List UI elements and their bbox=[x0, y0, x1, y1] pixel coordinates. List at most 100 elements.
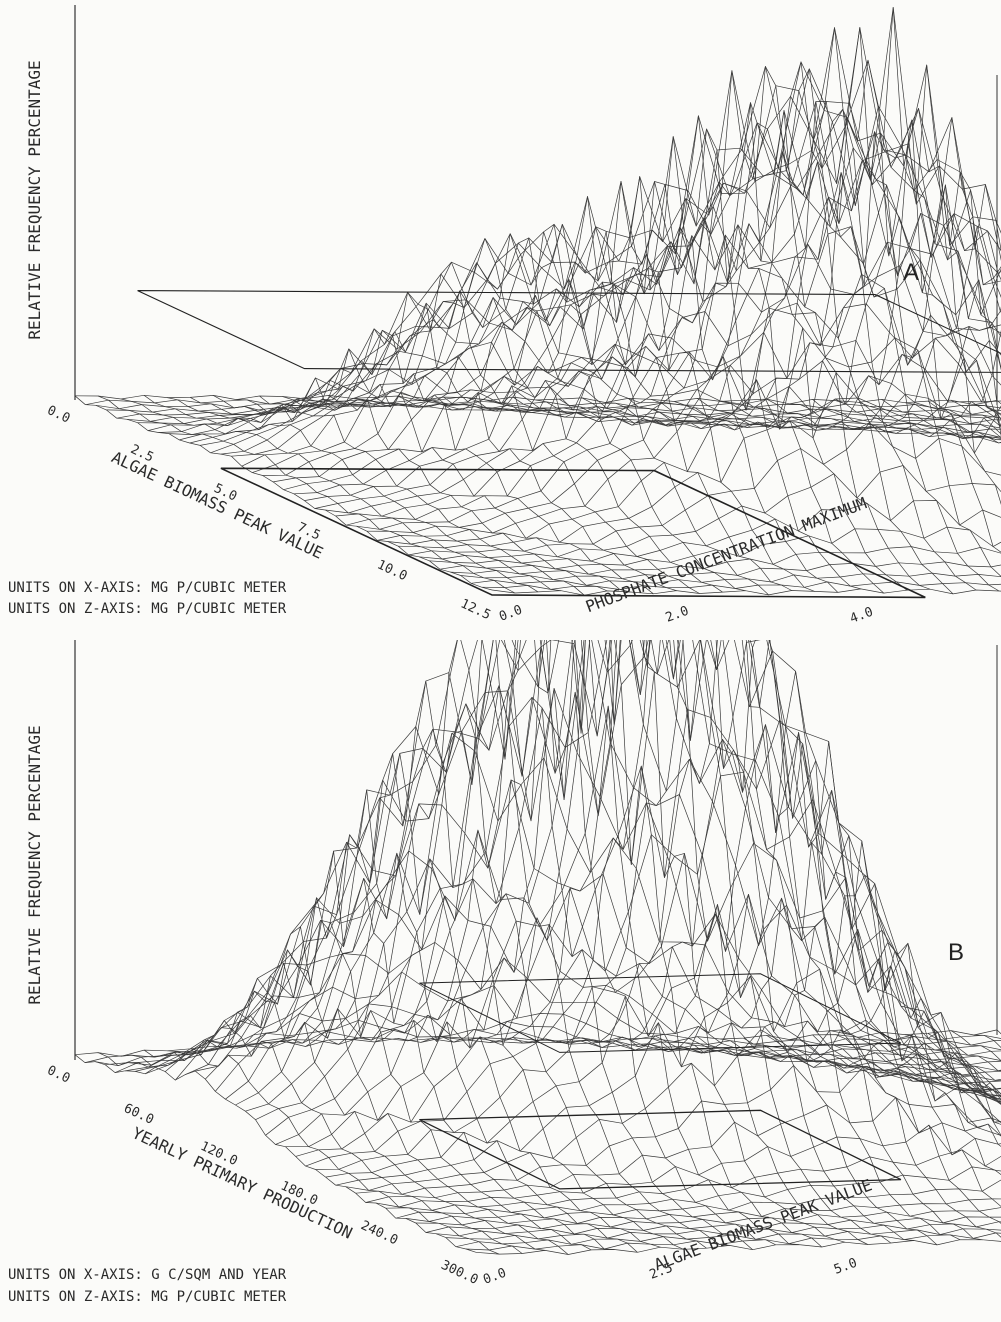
mesh-line-y bbox=[167, 397, 585, 596]
mesh-line-y bbox=[881, 1032, 1001, 1090]
y-tick-label: 4.0 bbox=[848, 605, 875, 627]
mesh-line-y bbox=[236, 329, 654, 595]
mesh-line-y bbox=[351, 640, 753, 1250]
mesh-line-y bbox=[605, 670, 1001, 1238]
mesh-line-x bbox=[460, 561, 1001, 581]
mesh-line-x bbox=[325, 68, 1001, 514]
mesh-line-y bbox=[74, 1054, 477, 1253]
mesh-line-y bbox=[881, 399, 1001, 441]
mesh-line-y bbox=[121, 398, 539, 593]
x-tick-label: 12.5 bbox=[458, 596, 493, 623]
surface-outline-box bbox=[419, 973, 902, 1053]
units-note: UNITS ON X-AXIS: MG P/CUBIC METER bbox=[8, 580, 287, 596]
y-tick-label: 2.0 bbox=[664, 604, 691, 626]
mesh-line-x bbox=[375, 1124, 1001, 1208]
mesh-line-y bbox=[812, 306, 1001, 434]
mesh-line-y bbox=[720, 108, 1001, 429]
mesh-line-x bbox=[179, 319, 1001, 441]
mesh-line-y bbox=[282, 728, 684, 1250]
mesh-line-y bbox=[420, 176, 839, 593]
mesh-line-y bbox=[743, 1010, 1001, 1125]
mesh-line-y bbox=[858, 1036, 1001, 1097]
mesh-line-x bbox=[365, 1097, 1001, 1203]
mesh-line-y bbox=[489, 102, 908, 591]
mesh-line-y bbox=[397, 223, 815, 592]
mesh-line-x bbox=[315, 843, 1001, 1170]
y-tick-label: 0.0 bbox=[497, 603, 524, 625]
mesh-line-y bbox=[720, 965, 1001, 1136]
mesh-line-y bbox=[305, 680, 707, 1249]
mesh-line-y bbox=[927, 400, 1001, 438]
x-axis-title: ALGAE BIOMASS PEAK VALUE bbox=[109, 447, 326, 562]
mesh-line-y bbox=[190, 377, 608, 592]
mesh-line-x bbox=[408, 422, 1001, 556]
mesh-line-y bbox=[651, 789, 1001, 1207]
mesh-line-x bbox=[335, 102, 1001, 517]
mesh-line-x bbox=[435, 1216, 1001, 1237]
mesh-line-y bbox=[535, 640, 938, 1246]
mesh-line-y bbox=[397, 640, 799, 1245]
mesh-line-y bbox=[213, 850, 615, 1250]
mesh-line-y bbox=[259, 753, 661, 1248]
surface-mesh bbox=[74, 640, 1001, 1255]
mesh-line-y bbox=[351, 237, 769, 596]
mesh-line-x bbox=[385, 1149, 1001, 1211]
mesh-line-y bbox=[835, 1034, 1001, 1102]
mesh-line-y bbox=[835, 330, 1001, 438]
mesh-line-y bbox=[651, 27, 1001, 505]
mesh-line-y bbox=[466, 640, 868, 1245]
mesh-line-x bbox=[185, 688, 1001, 1090]
mesh-line-x bbox=[356, 161, 1001, 530]
mesh-line-y bbox=[121, 1027, 523, 1254]
mesh-line-y bbox=[259, 302, 677, 591]
mesh-line-y bbox=[581, 640, 984, 1241]
mesh-line-y bbox=[605, 27, 1001, 577]
mesh-line-x bbox=[225, 640, 1001, 1100]
mesh-line-y bbox=[420, 640, 823, 1248]
y-tick-label: 0.0 bbox=[481, 1266, 508, 1288]
mesh-line-y bbox=[305, 261, 723, 593]
mesh-line-x bbox=[255, 640, 1001, 1121]
mesh-line-y bbox=[143, 990, 546, 1251]
surface-outline-box bbox=[220, 467, 926, 599]
units-note: UNITS ON X-AXIS: G C/SQM AND YEAR bbox=[8, 1267, 287, 1283]
mesh-line-y bbox=[904, 1034, 1001, 1081]
surface-outline-box bbox=[419, 1109, 902, 1190]
mesh-line-y bbox=[143, 395, 562, 592]
mesh-line-x bbox=[235, 640, 1001, 1106]
mesh-line-y bbox=[674, 874, 1001, 1176]
mesh-line-y bbox=[512, 70, 931, 590]
panel-label: B bbox=[948, 939, 964, 966]
mesh-line-x bbox=[275, 640, 1001, 1145]
mesh-line-y bbox=[167, 949, 569, 1255]
mesh-line-y bbox=[466, 128, 885, 594]
mesh-line-y bbox=[697, 928, 1001, 1147]
units-note: UNITS ON Z-AXIS: MG P/CUBIC METER bbox=[8, 601, 287, 617]
mesh-line-y bbox=[674, 6, 1001, 438]
surface-plot-b: 0.060.0120.0180.0240.0300.00.02.55.07.51… bbox=[8, 640, 1001, 1305]
mesh-line-x bbox=[314, 59, 1001, 509]
mesh-line-y bbox=[74, 395, 493, 591]
mesh-line-y bbox=[858, 401, 1001, 440]
mesh-line-y bbox=[236, 789, 638, 1253]
x-tick-label: 0.0 bbox=[45, 1063, 73, 1087]
mesh-line-x bbox=[245, 640, 1001, 1112]
mesh-line-y bbox=[443, 640, 845, 1243]
mesh-line-y bbox=[789, 225, 1001, 431]
mesh-line-y bbox=[282, 290, 700, 594]
mesh-line-y bbox=[443, 136, 861, 590]
mesh-line-y bbox=[97, 1051, 500, 1255]
mesh-line-x bbox=[304, 27, 1001, 501]
y-tick-label: 5.0 bbox=[832, 1256, 859, 1278]
mesh-line-y bbox=[97, 395, 516, 594]
mesh-line-y bbox=[812, 1034, 1001, 1101]
mesh-line-y bbox=[558, 68, 977, 591]
mesh-line-y bbox=[213, 348, 631, 593]
mesh-line-y bbox=[489, 640, 892, 1244]
surface-mesh bbox=[74, 6, 1001, 596]
x-tick-label: 10.0 bbox=[375, 557, 410, 584]
x-tick-label: 0.0 bbox=[45, 403, 73, 427]
x-tick-label: 240.0 bbox=[358, 1218, 400, 1248]
mesh-line-y bbox=[766, 1035, 1001, 1105]
